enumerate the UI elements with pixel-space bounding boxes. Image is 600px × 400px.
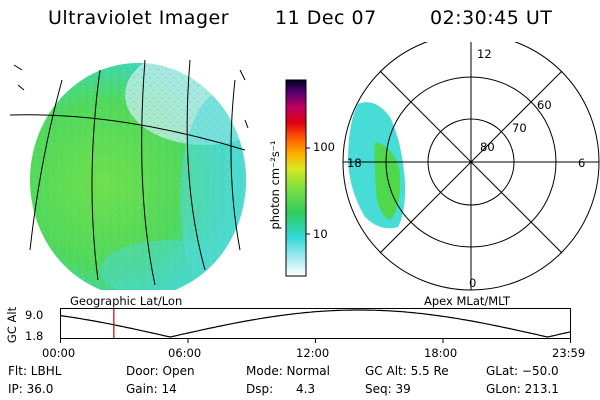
geo-grid-lines [9, 59, 249, 286]
time-label: 02:30:45 UT [430, 7, 553, 29]
instrument-title: Ultraviolet Imager [48, 7, 230, 29]
polar-grid [342, 42, 600, 291]
mlat-label-80: 80 [480, 140, 495, 154]
dsp-value: 4.3 [296, 382, 316, 396]
gc-alt-info: GC Alt: 5.5 Re [365, 364, 449, 378]
mlt-label-18: 18 [347, 156, 362, 170]
glon-info: GLon: 213.1 [486, 382, 559, 396]
colorbar-tick-100: 100 [313, 140, 335, 154]
filter-info: Flt: LBHL [8, 364, 62, 378]
altitude-chart [60, 308, 571, 343]
mlt-label-6: 6 [578, 156, 586, 170]
colorbar-unit-label: photon cm⁻²s⁻¹ [268, 140, 282, 230]
colorbar-tick-10: 10 [313, 227, 328, 241]
time-tick-1200: 12:00 [296, 346, 330, 360]
glat-info: GLat: −50.0 [486, 364, 559, 378]
altitude-tick-1.8: 1.8 [25, 329, 44, 343]
apex-panel-label: Apex MLat/MLT [424, 294, 511, 308]
mlt-label-12: 12 [477, 47, 492, 61]
mlat-label-70: 70 [512, 121, 527, 135]
seq-info: Seq: 39 [365, 382, 411, 396]
altitude-axis-label: GC Alt [5, 306, 20, 344]
date-label: 11 Dec 07 [275, 7, 377, 29]
polar-plot [342, 42, 600, 291]
altitude-curve [60, 309, 571, 338]
time-tick-0600: 06:00 [168, 346, 202, 360]
time-tick-1800: 18:00 [424, 346, 458, 360]
mode-info: Mode: Normal [246, 364, 330, 378]
colorbar-gradient [285, 79, 307, 277]
altitude-tick-9: 9.0 [25, 308, 44, 322]
ip-info: IP: 36.0 [8, 382, 54, 396]
time-tick-0000: 00:00 [42, 346, 76, 360]
mlt-label-0: 0 [469, 276, 477, 290]
dsp-label: Dsp: [246, 382, 274, 396]
geographic-image-panel [9, 59, 249, 290]
geographic-panel-label: Geographic Lat/Lon [70, 294, 183, 308]
mlat-label-60: 60 [537, 98, 552, 112]
earth-disc-image [30, 63, 246, 290]
gain-info: Gain: 14 [126, 382, 177, 396]
time-tick-2359: 23:59 [552, 346, 586, 360]
colorbar [285, 79, 310, 277]
door-info: Door: Open [126, 364, 195, 378]
